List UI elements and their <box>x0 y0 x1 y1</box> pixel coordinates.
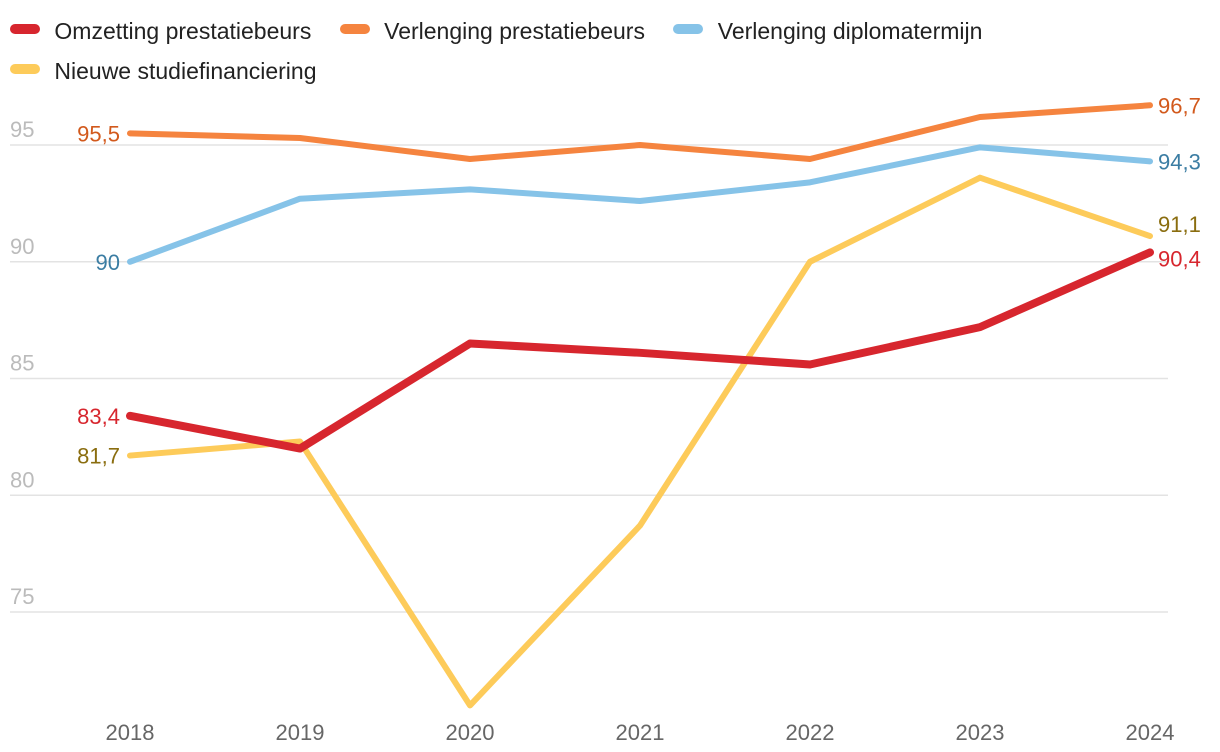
legend-swatch <box>339 23 370 34</box>
data-label-start-1: 95,5 <box>77 121 120 146</box>
legend-item-nieuwe-studiefinanciering: Nieuwe studiefinanciering <box>10 50 317 90</box>
data-label-start-0: 83,4 <box>77 404 120 429</box>
x-tick-label-2019: 2019 <box>276 720 325 745</box>
legend-label: Nieuwe studiefinanciering <box>54 57 317 84</box>
x-tick-label-2018: 2018 <box>106 720 155 745</box>
y-tick-label-75: 75 <box>10 584 34 609</box>
y-tick-label-95: 95 <box>10 117 34 142</box>
data-label-end-3: 91,1 <box>1158 212 1201 237</box>
legend-swatch <box>10 63 40 74</box>
data-label-end-0: 90,4 <box>1158 246 1201 271</box>
series-line-nieuwe-studiefinanciering <box>127 174 1153 709</box>
chart-legend: Omzetting prestatiebeurs Verlenging pres… <box>10 10 1210 90</box>
series-line-verlenging-diplomatermijn <box>127 144 1153 265</box>
x-tick-label-2022: 2022 <box>786 720 835 745</box>
data-label-end-2: 94,3 <box>1158 149 1201 174</box>
x-tick-label-2023: 2023 <box>956 720 1005 745</box>
legend-label: Omzetting prestatiebeurs <box>54 17 312 44</box>
x-tick-label-2024: 2024 <box>1126 720 1175 745</box>
legend-item-verlenging-prestatiebeurs: Verlenging prestatiebeurs <box>339 10 645 50</box>
legend-label: Verlenging prestatiebeurs <box>384 17 645 44</box>
data-label-start-3: 81,7 <box>77 444 120 469</box>
x-tick-label-2020: 2020 <box>446 720 495 745</box>
series-line-omzetting-prestatiebeurs <box>126 248 1154 453</box>
legend-item-verlenging-diplomatermijn: Verlenging diplomatermijn <box>673 10 982 50</box>
legend-swatch <box>10 23 40 34</box>
y-tick-label-80: 80 <box>10 467 34 492</box>
legend-label: Verlenging diplomatermijn <box>717 17 983 44</box>
data-label-start-2: 90 <box>96 250 120 275</box>
legend-swatch <box>673 23 704 34</box>
data-label-end-1: 96,7 <box>1158 93 1201 118</box>
series-line-verlenging-prestatiebeurs <box>127 102 1153 163</box>
x-tick-label-2021: 2021 <box>616 720 665 745</box>
legend-item-omzetting-prestatiebeurs: Omzetting prestatiebeurs <box>10 10 311 50</box>
y-tick-label-90: 90 <box>10 234 34 259</box>
y-tick-label-85: 85 <box>10 351 34 376</box>
